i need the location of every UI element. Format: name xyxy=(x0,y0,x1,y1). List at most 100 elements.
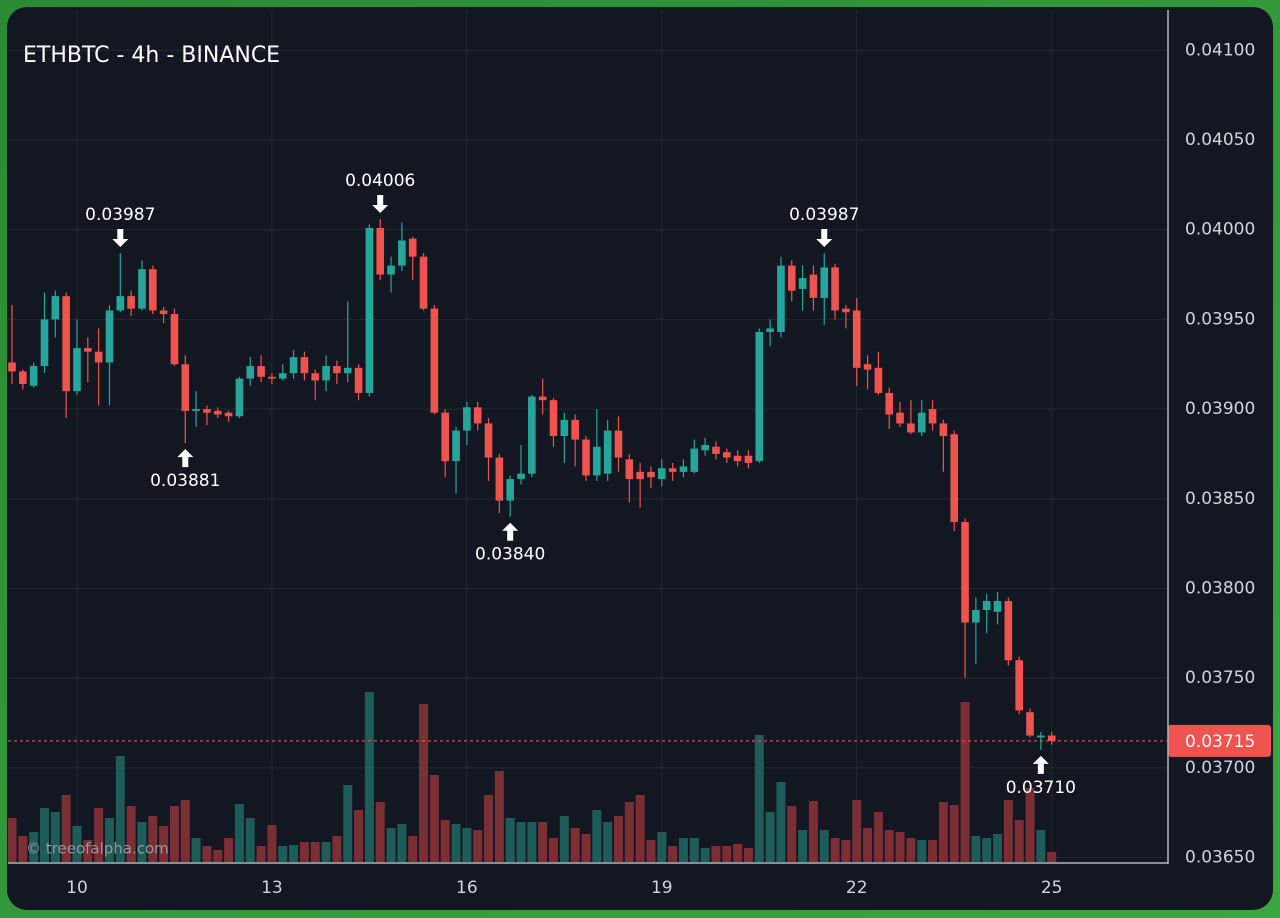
candle-body xyxy=(755,331,764,462)
candle-body xyxy=(365,227,374,393)
y-tick-label: 0.03650 xyxy=(1185,848,1255,868)
candle-body xyxy=(343,367,352,374)
annotation-label: 0.03881 xyxy=(150,471,220,491)
candle-body xyxy=(29,366,38,386)
candle-body xyxy=(1015,660,1023,711)
candle-body xyxy=(582,439,590,476)
candle-body xyxy=(289,357,298,374)
candle-body xyxy=(972,609,980,623)
candle-body xyxy=(235,378,244,417)
candle-body xyxy=(94,351,103,363)
volume-bar xyxy=(159,826,169,862)
volume-bar xyxy=(202,846,212,862)
volume-bar xyxy=(711,846,721,862)
candle-body xyxy=(549,400,558,436)
volume-bar xyxy=(148,816,158,862)
volume-bar xyxy=(104,818,114,862)
candle-body xyxy=(571,419,579,440)
candle-body xyxy=(376,227,385,275)
volume-bar xyxy=(386,828,396,862)
volume-bar xyxy=(863,828,873,862)
candle-body xyxy=(809,274,818,298)
volume-bar xyxy=(689,838,699,862)
volume-bar xyxy=(743,848,753,862)
candle-body xyxy=(213,410,222,415)
candle-body xyxy=(441,412,449,462)
volume-bar xyxy=(397,824,407,862)
volume-bar xyxy=(408,836,418,862)
candle-body xyxy=(8,362,16,372)
candle-body xyxy=(148,269,157,311)
candle-body xyxy=(733,455,742,462)
volume-bar xyxy=(549,838,558,862)
volume-bar xyxy=(538,822,548,862)
y-tick-label: 0.03800 xyxy=(1185,578,1255,598)
volume-bar xyxy=(527,822,537,862)
volume-bar xyxy=(516,822,526,862)
volume-bar xyxy=(1014,820,1024,862)
volume-bar xyxy=(213,850,223,862)
volume-bar xyxy=(245,818,255,862)
candle-body xyxy=(1047,735,1056,741)
candle-body xyxy=(311,373,320,381)
y-tick-label: 0.04000 xyxy=(1185,220,1255,240)
candle-body xyxy=(798,278,807,289)
candle-body xyxy=(625,459,634,480)
volume-bar xyxy=(451,824,461,862)
volume-layer xyxy=(8,692,1057,862)
volume-bar xyxy=(310,842,320,862)
candle-body xyxy=(668,468,677,472)
volume-bar xyxy=(624,802,634,862)
overlay: 0.03715 0.03987 0.03881 0.04006 0.03840 0.039… xyxy=(8,171,1271,798)
y-tick-label: 0.03750 xyxy=(1185,668,1255,688)
candle-body xyxy=(950,434,959,523)
x-tick-label: 25 xyxy=(1041,878,1063,898)
annotation-label: 0.03987 xyxy=(789,205,859,225)
volume-bar xyxy=(462,828,472,862)
candle-body xyxy=(982,601,991,610)
candle-body xyxy=(636,471,644,480)
candle-layer xyxy=(8,218,1056,750)
volume-bar xyxy=(570,828,580,862)
volume-bar xyxy=(613,816,623,862)
y-tick-label: 0.04100 xyxy=(1185,40,1255,60)
annotation-arrow xyxy=(372,194,389,213)
candle-body xyxy=(278,373,287,379)
watermark: © treeofalpha.com xyxy=(26,840,169,858)
candle-body xyxy=(831,267,839,311)
y-tick-label: 0.03950 xyxy=(1185,309,1255,329)
volume-bar xyxy=(949,805,959,862)
candle-body xyxy=(300,357,309,374)
candle-body xyxy=(354,367,363,393)
volume-bar xyxy=(581,834,591,862)
candle-body xyxy=(593,446,601,476)
candle-body xyxy=(398,240,406,266)
chart-title: ETHBTC - 4h - BINANCE xyxy=(23,43,280,68)
volume-bar xyxy=(375,802,385,862)
volume-bar xyxy=(169,806,179,862)
volume-bar xyxy=(819,830,829,862)
candle-body xyxy=(62,296,70,392)
candle-body xyxy=(896,412,904,424)
volume-bar xyxy=(343,785,353,862)
volume-bar xyxy=(722,846,732,862)
y-tick-label: 0.04050 xyxy=(1185,130,1255,150)
candle-body xyxy=(19,371,27,384)
volume-bar xyxy=(1036,830,1046,862)
volume-bar xyxy=(332,836,342,862)
candle-body xyxy=(690,448,699,472)
candle-body xyxy=(1037,735,1045,738)
candle-body xyxy=(408,238,417,257)
volume-bar xyxy=(289,845,299,862)
volume-bar xyxy=(83,840,93,862)
candle-body xyxy=(192,409,200,411)
volume-bar xyxy=(354,810,364,862)
candle-body xyxy=(787,265,796,291)
volume-bar xyxy=(94,808,104,862)
candle-body xyxy=(506,479,514,501)
volume-bar xyxy=(191,838,201,862)
candle-body xyxy=(614,430,623,458)
candle-body xyxy=(159,310,168,315)
candle-body xyxy=(842,308,850,313)
candle-body xyxy=(701,444,709,451)
